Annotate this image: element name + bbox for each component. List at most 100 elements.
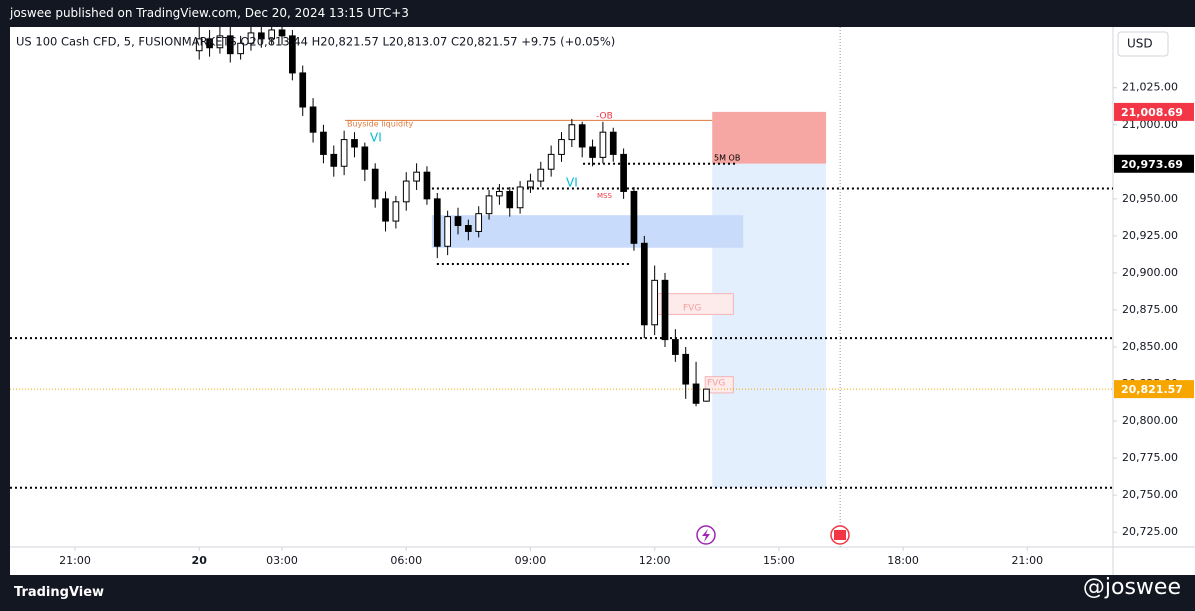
candle-body [640,242,648,326]
currency-button[interactable] [1117,31,1169,57]
x-tick-label: 03:00 [266,554,298,567]
candle-body [537,168,545,182]
candle-body [485,195,493,215]
candle-body [351,139,358,148]
candle-body [454,216,462,227]
candle-body [692,383,700,404]
y-tick-label: 20,900.00 [1122,266,1178,279]
y-tick-label: 20,800.00 [1122,414,1178,427]
x-tick-label: 09:00 [515,554,547,567]
annotation: Buyside liquidity [347,120,413,129]
candle-body [195,38,203,52]
candle-body [226,35,234,55]
candle-body [237,42,244,55]
y-tick-label: 21,025.00 [1122,81,1178,94]
candle-body [340,139,348,167]
annotation: FVG [683,304,701,314]
candle-body [392,201,400,222]
x-tick-label: 06:00 [390,554,422,567]
candle-body [516,186,524,209]
zone [712,163,827,488]
candle-body [496,190,503,197]
candle-body [247,32,255,44]
candle-body [257,32,265,40]
candle-body [382,198,389,222]
candle-body [444,216,451,247]
y-tick-label: 20,950.00 [1122,192,1178,205]
candle-body [402,180,410,203]
candle-body [464,225,472,232]
chart: USD US 100 Cash CFD, 5, FUSIONMARKETS O2… [10,27,1195,575]
candle-body [578,124,586,148]
candle-body [506,190,514,209]
y-tick-label: 20,875.00 [1122,303,1178,316]
price-badge [1114,154,1194,173]
candle-body [589,146,596,158]
brand: TradingView [14,585,105,600]
candle-body [206,38,213,49]
annotation: VI [566,176,578,190]
currency[interactable]: USD [1127,37,1153,51]
candle-body [475,213,483,232]
publish-bar: joswee published on TradingView.com, Dec… [0,0,1195,27]
x-tick-label: 20 [192,554,208,567]
publish-text: joswee published on TradingView.com, Dec… [10,6,409,20]
annotation: VI [370,131,382,145]
candle-body [330,153,338,167]
price-badge-label: 20,973.69 [1121,158,1183,171]
candle-body [527,180,534,188]
y-tick-label: 20,725.00 [1122,525,1178,538]
candle-body [672,339,679,355]
price-badge-label: 20,821.57 [1121,383,1183,396]
event-bolt [702,529,710,542]
y-tick-label: 21,000.00 [1122,118,1178,131]
candle-body [568,124,576,141]
x-tick-label: 21:00 [59,554,91,567]
candle-body [309,106,317,133]
x-tick-label: 21:00 [1011,554,1043,567]
candle-body [620,153,627,192]
price-badge [1114,102,1194,121]
y-tick-label: 20,925.00 [1122,229,1178,242]
annotation: FVG [707,379,725,389]
candle-body [361,146,369,170]
candle-body [278,29,286,37]
candle-body [703,388,710,402]
candle-body [299,72,307,108]
chart-bg [10,27,1195,575]
candle-body [630,190,638,244]
candle-body [609,131,617,155]
candle-body [651,279,659,326]
annotation: -OB [596,112,613,122]
candle-body [599,131,607,158]
flag [834,530,846,540]
candle-body [558,139,565,155]
zone [431,215,744,248]
price-badge [1114,380,1194,399]
candle-body [423,171,431,200]
price-badge-label: 21,008.69 [1121,106,1183,119]
candle-body [661,279,669,341]
candle-body [433,198,441,247]
footer: TradingView @joswee [0,575,1195,611]
watermark: @joswee [1082,575,1181,600]
candle-body [547,153,555,170]
y-tick-label: 20,750.00 [1122,488,1178,501]
candle-body [289,35,296,74]
annotation: 5M OB [714,154,740,163]
annotation: MSS [597,192,612,200]
y-tick-label: 20,775.00 [1122,451,1178,464]
zone [712,111,827,164]
y-tick-label: 20,850.00 [1122,340,1178,353]
candle-body [216,35,224,49]
candle-body [682,353,690,385]
x-tick-label: 12:00 [639,554,671,567]
candle-body [371,168,379,200]
candle-body [268,29,276,40]
legend: US 100 Cash CFD, 5, FUSIONMARKETS O20,81… [16,35,615,49]
x-tick-label: 15:00 [763,554,795,567]
x-tick-label: 18:00 [887,554,919,567]
candle-body [413,171,420,182]
candle-body [320,131,327,155]
